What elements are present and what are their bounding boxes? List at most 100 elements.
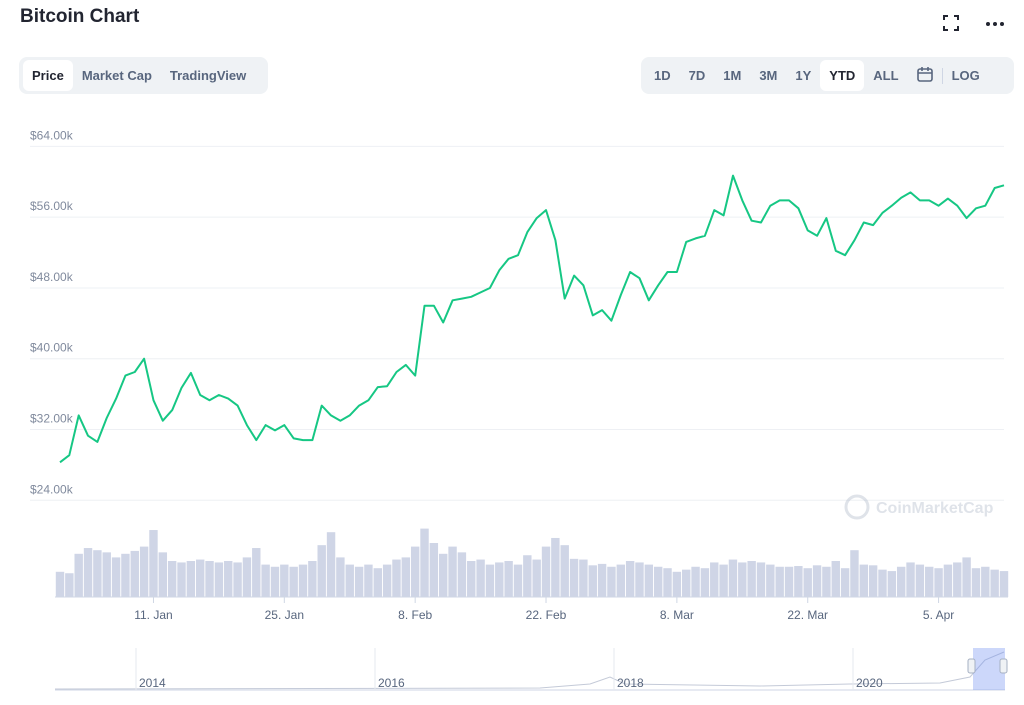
volume-bar xyxy=(597,563,607,597)
volume-bar xyxy=(298,564,308,597)
range[interactable]: 3M xyxy=(759,68,778,83)
more-icon[interactable] xyxy=(985,14,1005,32)
volume-bar xyxy=(130,550,139,597)
volume-bar xyxy=(476,559,485,597)
volume-bar xyxy=(719,564,728,597)
volume-bar xyxy=(354,566,364,597)
volume-bar xyxy=(607,566,616,597)
volume-bar xyxy=(953,562,962,597)
volume-bar xyxy=(102,552,111,597)
navigator-handle[interactable] xyxy=(999,658,1008,674)
volume-bar xyxy=(868,565,878,597)
volume-bar xyxy=(467,561,476,597)
navigator-handle[interactable] xyxy=(967,658,976,674)
watermark: CoinMarketCap xyxy=(844,494,994,520)
volume-bar xyxy=(111,557,121,597)
volume-bar xyxy=(794,566,803,597)
volume-bar xyxy=(121,553,130,597)
navigator-frame xyxy=(55,648,1005,690)
volume-bar xyxy=(822,566,831,597)
volume-bar xyxy=(513,564,523,597)
volume-bar xyxy=(139,546,149,597)
volume-bar xyxy=(747,561,756,597)
volume-bar xyxy=(682,569,691,597)
volume-bar xyxy=(158,552,168,597)
tab[interactable]: Price xyxy=(23,60,73,91)
expand-icon[interactable] xyxy=(942,14,960,32)
volume-bar xyxy=(382,564,392,597)
navigator-label: 2016 xyxy=(378,676,405,690)
page-title: Bitcoin Chart xyxy=(20,6,140,27)
volume-bar xyxy=(971,568,981,597)
volume-bar xyxy=(579,559,588,597)
range[interactable]: 1D xyxy=(654,68,671,83)
divider xyxy=(941,67,943,84)
volume-bar xyxy=(616,564,625,597)
volume-bar xyxy=(317,545,326,597)
volume-bar xyxy=(700,568,710,597)
volume-bar xyxy=(270,566,280,597)
volume-bar xyxy=(831,561,840,597)
tab[interactable]: TradingView xyxy=(169,68,247,83)
y-tick-label: $24.00k xyxy=(30,482,74,496)
volume-bar xyxy=(859,564,869,597)
volume-bar xyxy=(242,557,252,597)
y-tick-label: $32.00k xyxy=(30,412,74,426)
y-tick-label: $64.00k xyxy=(30,128,74,142)
watermark-logo xyxy=(844,494,870,520)
calendar[interactable] xyxy=(908,59,942,92)
volume-bar xyxy=(65,573,74,597)
range[interactable]: ALL xyxy=(873,68,899,83)
volume-bar xyxy=(495,562,504,597)
volume-bar xyxy=(336,557,345,597)
navigator-label: 2020 xyxy=(856,676,883,690)
volume-bar xyxy=(504,561,513,597)
volume-bar xyxy=(569,558,579,597)
volume-bar xyxy=(261,564,270,597)
volume-bar xyxy=(625,561,635,597)
range[interactable]: 7D xyxy=(688,68,706,83)
volume-bar xyxy=(167,561,177,597)
volume-bar xyxy=(186,561,196,597)
volume-bar xyxy=(981,566,990,597)
x-tick-label: 5. Apr xyxy=(923,608,954,622)
more-glyph xyxy=(986,22,1004,26)
volume-bar xyxy=(999,571,1009,597)
x-tick-label: 22. Mar xyxy=(787,608,828,622)
volume-bar xyxy=(410,546,420,597)
volume-bar xyxy=(401,557,411,597)
volume-bar xyxy=(252,548,261,597)
volume-bar xyxy=(523,555,532,597)
view-tabs: Price Market Cap TradingView xyxy=(19,57,268,94)
x-tick-label: 22. Feb xyxy=(526,608,567,622)
volume-bar xyxy=(532,559,541,597)
range[interactable]: YTD xyxy=(820,60,865,91)
log-toggle[interactable]: LOG xyxy=(951,68,980,83)
expand-glyph xyxy=(943,15,959,31)
volume-bar xyxy=(990,569,999,597)
navigator-label: 2018 xyxy=(617,676,644,690)
watermark-text: CoinMarketCap xyxy=(876,500,994,517)
volume-bar xyxy=(83,548,93,597)
volume-bar xyxy=(653,566,663,597)
range[interactable]: 1M xyxy=(723,68,742,83)
volume-bar xyxy=(326,532,336,597)
volume-bar xyxy=(560,545,569,597)
volume-bar xyxy=(663,568,672,597)
y-tick-label: $56.00k xyxy=(30,199,74,213)
volume-bar xyxy=(457,552,467,597)
volume-bar xyxy=(878,569,887,597)
x-tick-label: 25. Jan xyxy=(265,608,304,622)
volume-bar xyxy=(840,568,850,597)
tab[interactable]: Market Cap xyxy=(81,68,152,83)
volume-bar xyxy=(551,537,560,597)
volume-bar xyxy=(541,546,551,597)
volume-bar xyxy=(896,566,906,597)
range-tabs: 1D 7D 1M 3M 1Y YTD ALL LOG xyxy=(641,57,1014,94)
price-line xyxy=(59,174,1005,464)
volume-bar xyxy=(915,564,925,597)
range[interactable]: 1Y xyxy=(795,68,812,83)
volume-bar xyxy=(710,562,719,597)
